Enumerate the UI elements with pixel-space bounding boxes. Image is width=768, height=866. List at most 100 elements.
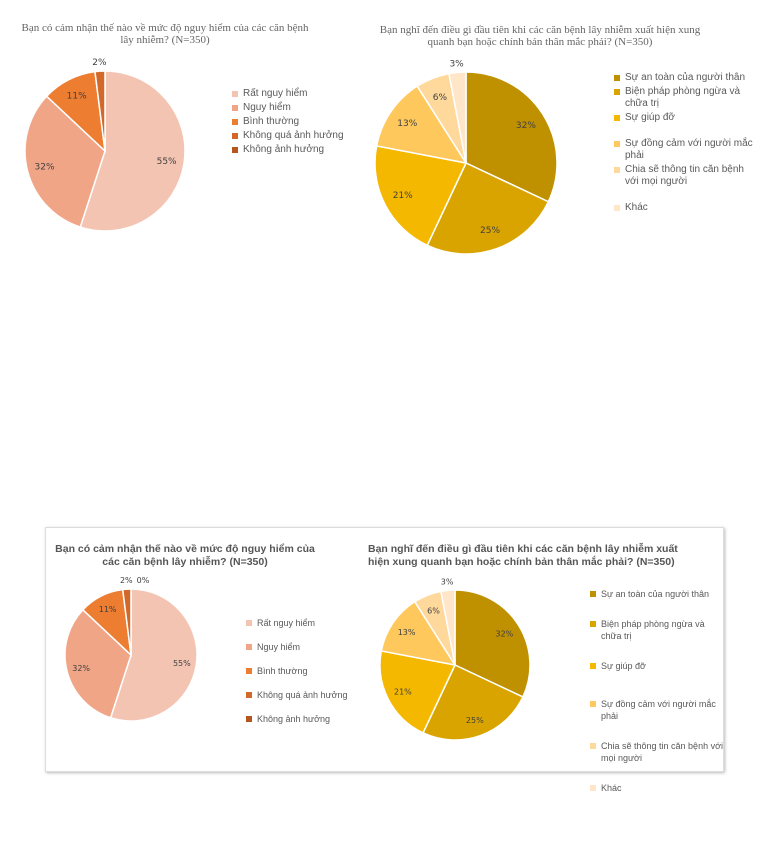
legend-item: Sự đồng cảm với người mắc phải bbox=[590, 698, 725, 722]
data-label: 6% bbox=[433, 93, 448, 103]
legend-label: Sự giúp đỡ bbox=[625, 112, 675, 123]
legend-label: Không quá ảnh hưởng bbox=[243, 130, 344, 141]
chart-frame bbox=[45, 527, 724, 772]
legend-swatch bbox=[590, 701, 596, 707]
legend-label: Không ảnh hưởng bbox=[257, 714, 330, 724]
legend-swatch bbox=[232, 119, 238, 125]
pie-slice bbox=[454, 589, 531, 698]
pie-slice bbox=[440, 589, 456, 666]
legend-item: Bình thường bbox=[246, 665, 376, 677]
legend-item: Rất nguy hiểm bbox=[232, 88, 362, 100]
data-label: 25% bbox=[466, 716, 484, 725]
legend-swatch bbox=[246, 692, 252, 698]
legend-item: Sự giúp đỡ bbox=[590, 660, 725, 672]
pie-slice bbox=[64, 608, 132, 719]
legend-item: Biện pháp phòng ngừa và chữa trị bbox=[614, 86, 759, 110]
legend-label: Không ảnh hưởng bbox=[243, 144, 325, 155]
legend-label: Sự an toàn của người thân bbox=[601, 589, 710, 599]
legend-swatch bbox=[246, 668, 252, 674]
legend-2: Sự an toàn của người thân Biện pháp phòng… bbox=[614, 72, 759, 228]
legend-item: Không ảnh hưởng bbox=[232, 144, 362, 156]
legend-item: Không ảnh hưởng bbox=[246, 713, 376, 725]
legend-item: Khác bbox=[614, 202, 759, 214]
legend-label: Biện pháp phòng ngừa và chữa trị bbox=[601, 619, 705, 641]
pie-slice bbox=[109, 588, 198, 722]
data-label: 32% bbox=[496, 630, 514, 639]
legend-label: Khác bbox=[625, 202, 648, 213]
legend-item: Không quá ảnh hưởng bbox=[232, 130, 362, 142]
chart-1-title: Bạn có cảm nhận thế nào về mức độ nguy h… bbox=[21, 22, 309, 46]
legend-item: Khác bbox=[590, 782, 725, 794]
legend-label: Sự an toàn của người thân bbox=[625, 72, 746, 83]
legend-swatch bbox=[590, 591, 596, 597]
pie-slice bbox=[374, 145, 468, 247]
legend-item: Sự giúp đỡ bbox=[614, 112, 759, 124]
legend-swatch bbox=[232, 133, 238, 139]
legend-swatch bbox=[590, 663, 596, 669]
pie-slice bbox=[121, 588, 132, 656]
legend-swatch bbox=[246, 716, 252, 722]
legend-swatch bbox=[614, 205, 620, 211]
legend-item: Bình thường bbox=[232, 116, 362, 128]
data-label: 11% bbox=[99, 605, 117, 614]
legend-swatch bbox=[614, 141, 620, 147]
legend-item: Rất nguy hiểm bbox=[246, 617, 376, 629]
legend-label: Nguy hiểm bbox=[257, 642, 301, 652]
legend-label: Rất nguy hiểm bbox=[257, 618, 316, 628]
data-label: 55% bbox=[173, 659, 191, 668]
legend-label: Sự đồng cảm với người mắc phải bbox=[625, 138, 753, 161]
chart-3-title: Bạn có cảm nhận thế nào về mức độ nguy h… bbox=[55, 543, 315, 568]
legend-label: Bình thường bbox=[257, 666, 308, 676]
pie-slice bbox=[375, 85, 468, 165]
data-label: 13% bbox=[398, 628, 416, 637]
legend-swatch bbox=[232, 91, 238, 97]
legend-3: Rất nguy hiểm Nguy hiểm Bình thường Không q… bbox=[246, 617, 376, 737]
data-label: 0% bbox=[137, 576, 150, 585]
data-label: 32% bbox=[516, 121, 536, 131]
legend-item: Sự an toàn của người thân bbox=[590, 588, 725, 600]
pie-slice bbox=[426, 162, 550, 255]
legend-label: Chia sẽ thông tin căn bệnh với mọi người bbox=[601, 741, 723, 763]
data-label: 6% bbox=[427, 607, 440, 616]
legend-item: Nguy hiểm bbox=[232, 102, 362, 114]
data-label: 13% bbox=[397, 119, 417, 129]
legend-swatch bbox=[590, 785, 596, 791]
legend-item: Chia sẽ thông tin căn bệnh với mọi người bbox=[614, 164, 759, 188]
legend-item: Chia sẽ thông tin căn bệnh với mọi người bbox=[590, 740, 725, 764]
data-label: 3% bbox=[441, 577, 454, 586]
legend-swatch bbox=[614, 167, 620, 173]
data-label: 2% bbox=[92, 58, 107, 68]
legend-swatch bbox=[590, 621, 596, 627]
pie-slice bbox=[448, 71, 467, 164]
data-label: 11% bbox=[67, 91, 87, 101]
legend-item: Sự đồng cảm với người mắc phải bbox=[614, 138, 759, 162]
legend-swatch bbox=[614, 115, 620, 121]
chart-4-title: Bạn nghĩ đến điều gì đầu tiên khi các că… bbox=[368, 543, 678, 568]
data-label: 25% bbox=[480, 226, 500, 236]
pie-slice bbox=[24, 95, 106, 229]
legend-label: Khác bbox=[601, 783, 622, 793]
legend-item: Nguy hiểm bbox=[246, 641, 376, 653]
legend-label: Chia sẽ thông tin căn bệnh với mọi người bbox=[625, 164, 744, 187]
chart-2-title: Bạn nghĩ đến điều gì đầu tiên khi các că… bbox=[379, 24, 701, 48]
data-label: 21% bbox=[394, 688, 412, 697]
pie-slice bbox=[380, 600, 457, 667]
legend-4: Sự an toàn của người thân Biện pháp phòng… bbox=[590, 588, 725, 806]
data-label: 32% bbox=[72, 664, 90, 673]
pie-slice bbox=[79, 70, 186, 232]
data-label: 21% bbox=[393, 191, 413, 201]
legend-swatch bbox=[590, 743, 596, 749]
legend-item: Không quá ảnh hưởng bbox=[246, 689, 376, 701]
legend-label: Không quá ảnh hưởng bbox=[257, 690, 348, 700]
legend-item: Biện pháp phòng ngừa và chữa trị bbox=[590, 618, 725, 642]
legend-swatch bbox=[614, 75, 620, 81]
legend-swatch bbox=[232, 147, 238, 153]
legend-label: Bình thường bbox=[243, 116, 300, 127]
legend-label: Biện pháp phòng ngừa và chữa trị bbox=[625, 86, 741, 109]
legend-label: Sự đồng cảm với người mắc phải bbox=[601, 699, 716, 721]
legend-swatch bbox=[614, 89, 620, 95]
